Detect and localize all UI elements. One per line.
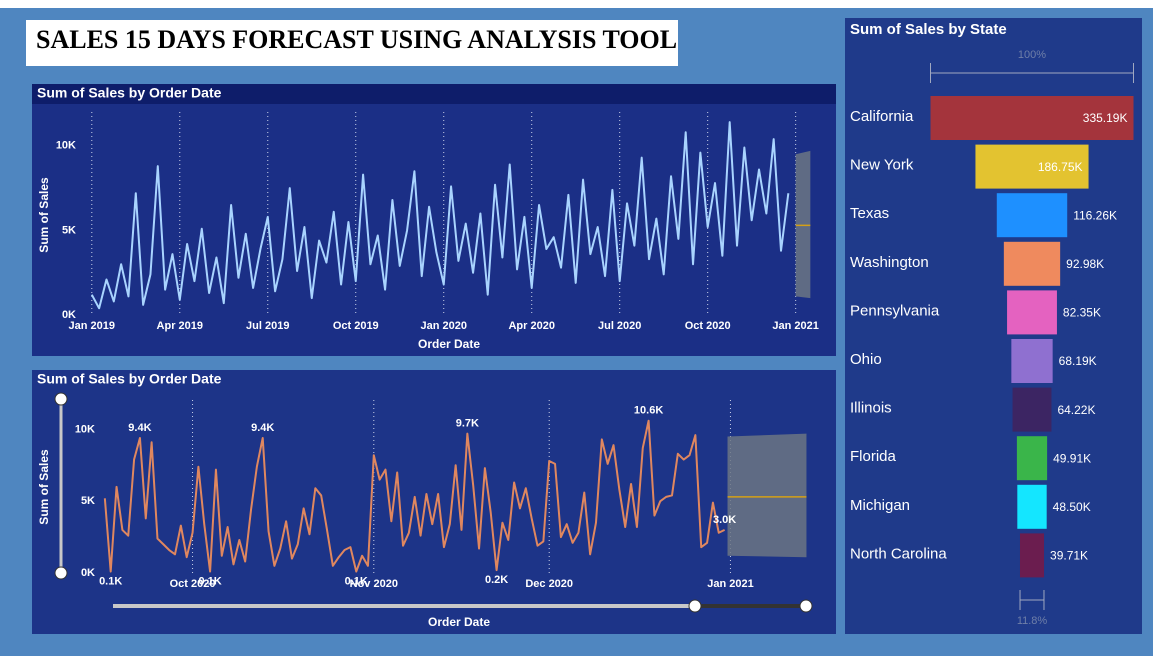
x-axis-title: Order Date [418,337,480,351]
category-label: Illinois [850,400,892,417]
funnel-bar [930,96,1134,140]
x-slider-knob[interactable] [799,599,813,613]
category-label: Florida [850,448,897,465]
category-label: New York [850,157,914,174]
funnel-bar [1017,484,1047,529]
data-line [90,121,790,310]
funnel-bar [996,193,1068,238]
category-label: Michigan [850,497,910,514]
conversion-label: 11.8% [1017,615,1048,627]
conversion-bracket [930,63,1134,83]
panel [32,370,836,634]
x-axis-title: Order Date [428,615,490,629]
data-label: 9.4K [251,422,274,434]
funnel-bar [1016,436,1048,481]
funnel-bar [1012,387,1052,432]
data-label: 3.0K [713,514,736,526]
data-label: 68.19K [1059,354,1097,368]
x-tick-label: Jan 2019 [69,320,115,332]
conversion-bracket [1019,590,1045,610]
category-label: Texas [850,205,889,222]
funnel-bar [1007,290,1057,335]
data-label: 0.1K [198,575,221,587]
chart-title: Sum of Sales by Order Date [37,371,222,387]
y-axis-title: Sum of Sales [37,177,51,253]
page-title: SALES 15 DAYS FORECAST USING ANALYSIS TO… [36,25,677,54]
x-tick-label: Oct 2019 [333,320,379,332]
panel-title-bar [32,84,836,104]
category-label: California [850,108,914,125]
x-tick-label: Jan 2021 [707,578,753,590]
x-tick-label: Jan 2020 [420,320,466,332]
y-tick-label: 5K [81,495,95,507]
data-label: 92.98K [1066,257,1104,271]
data-label: 9.4K [128,422,151,434]
chart-title: Sum of Sales by Order Date [37,85,222,101]
funnel-bar [1019,533,1045,578]
y-axis-title: Sum of Sales [37,449,51,525]
funnel-bar [975,144,1089,189]
x-tick-label: Dec 2020 [525,578,573,590]
data-line [103,419,726,573]
top-strip [0,0,1153,8]
chart-title: Sum of Sales by State [850,21,1007,38]
y-slider-knob[interactable] [54,392,68,406]
x-tick-label: Oct 2020 [170,578,216,590]
category-label: Washington [850,254,929,271]
x-tick-label: Nov 2020 [350,578,398,590]
data-label: 39.71K [1050,549,1088,563]
forecast-band [727,433,807,558]
x-tick-label: Jan 2021 [772,320,818,332]
x-tick-label: Apr 2019 [157,320,203,332]
x-slider-knob[interactable] [688,599,702,613]
data-label: 116.26K [1073,208,1117,222]
data-label: 186.75K [1038,160,1083,174]
category-label: Ohio [850,351,882,368]
y-tick-label: 0K [62,309,76,321]
data-label: 48.50K [1053,500,1091,514]
y-tick-label: 10K [56,140,76,152]
category-label: Pennsylvania [850,302,940,319]
y-tick-label: 0K [81,567,95,579]
data-label: 0.2K [485,574,508,586]
data-label: 82.35K [1063,306,1101,320]
x-tick-label: Apr 2020 [508,320,554,332]
data-label: 64.22K [1057,403,1095,417]
y-tick-label: 10K [75,423,95,435]
funnel-bar [1003,241,1061,286]
funnel-bar [1011,339,1053,383]
data-label: 10.6K [634,405,663,417]
data-label: 0.1K [345,575,368,587]
data-label: 335.19K [1083,111,1128,125]
y-slider-knob[interactable] [54,566,68,580]
data-label: 9.7K [456,418,479,430]
forecast-band [795,150,811,299]
x-tick-label: Oct 2020 [685,320,731,332]
panel [32,84,836,356]
category-label: North Carolina [850,545,947,562]
y-tick-label: 5K [62,224,76,236]
data-label: 49.91K [1053,451,1091,465]
x-tick-label: Jul 2019 [246,320,289,332]
x-tick-label: Jul 2020 [598,320,641,332]
data-label: 0.1K [99,575,122,587]
title-box [26,20,678,66]
conversion-label: 100% [1018,49,1046,61]
